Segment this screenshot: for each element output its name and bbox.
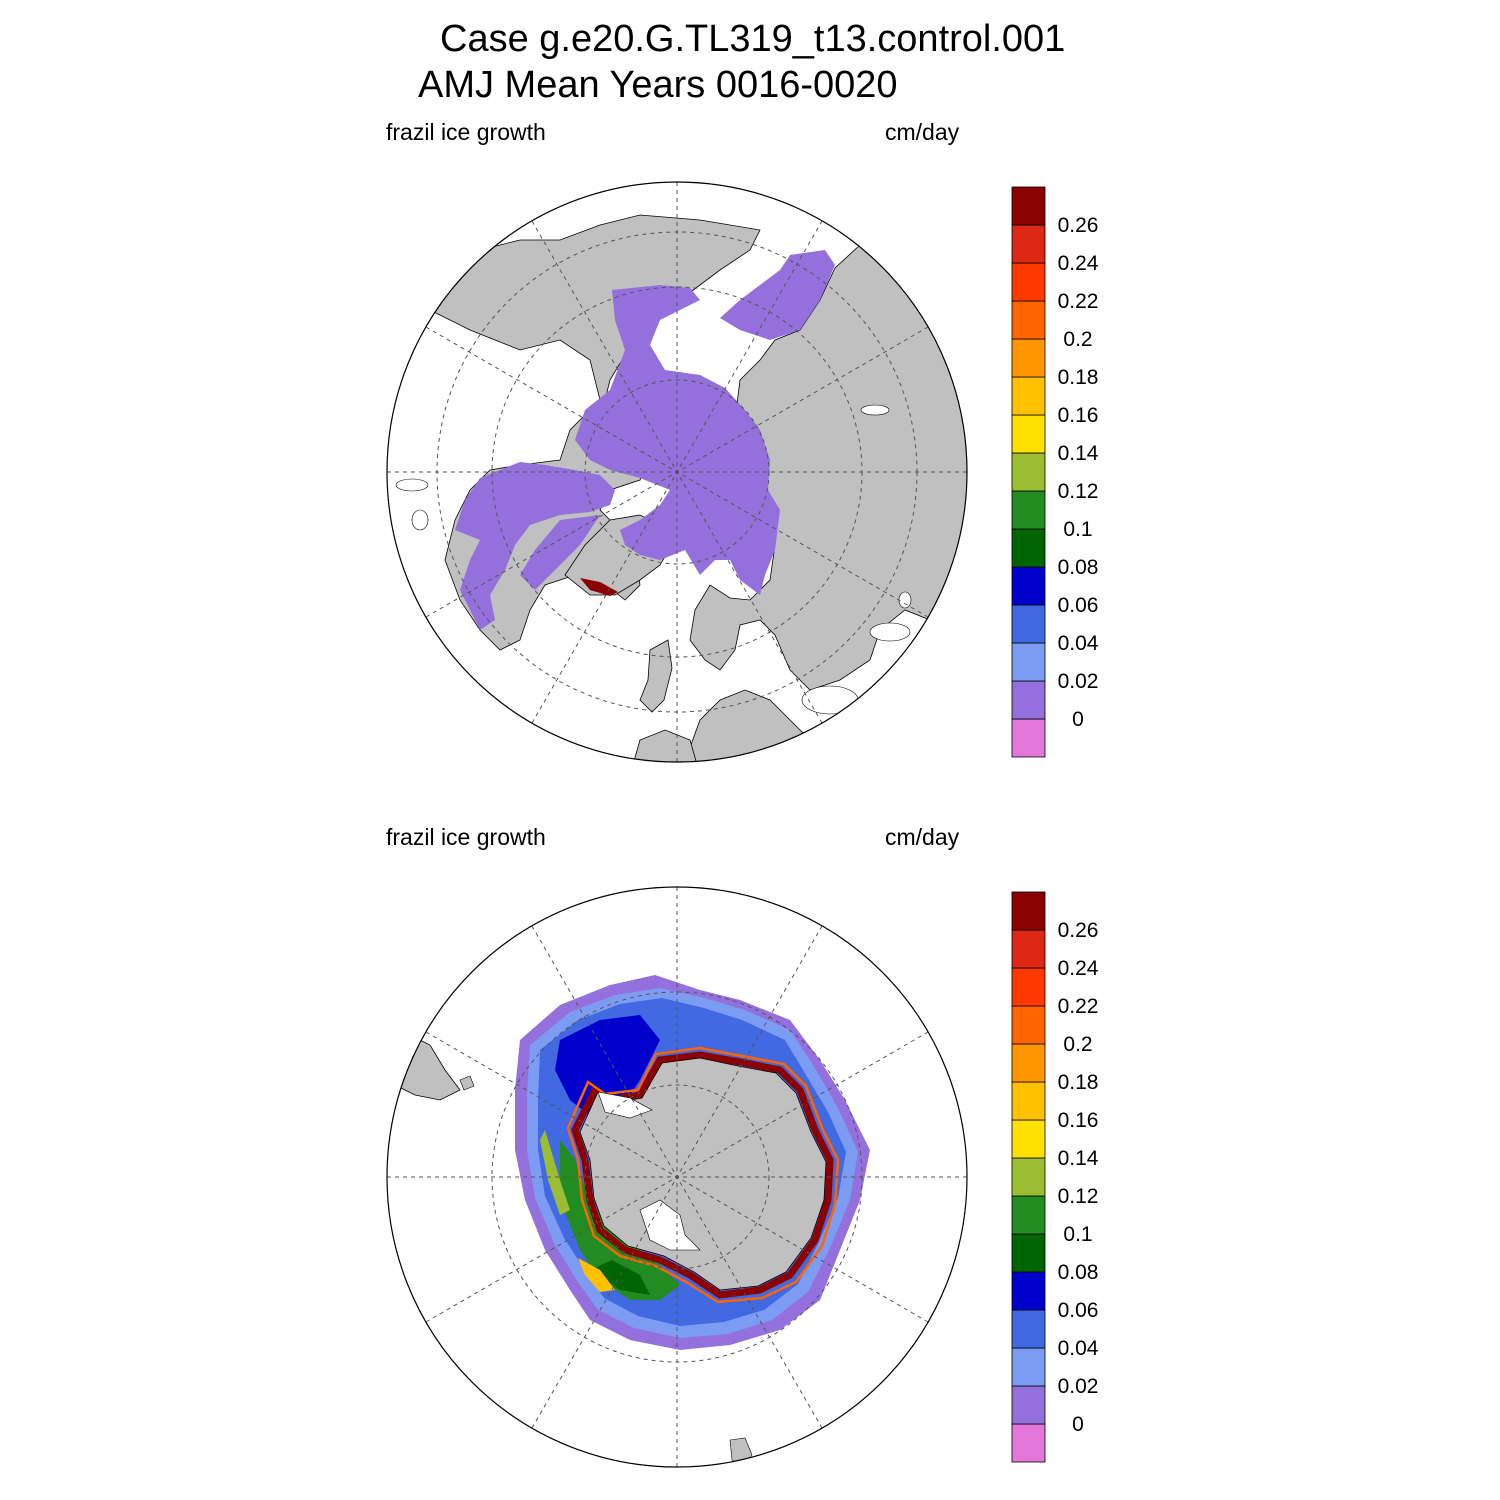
north-colorbar-label: 0.12 — [1058, 480, 1099, 503]
south-coastal-ring — [571, 1051, 834, 1299]
north-colorbar-label: 0.14 — [1058, 442, 1099, 465]
south-ross-ice-shelf — [639, 1199, 701, 1251]
south-coastal-ring-orange — [566, 1046, 840, 1304]
south-colorbar-swatch — [1011, 1385, 1046, 1425]
north-colorbar-swatch — [1011, 452, 1046, 492]
north-colorbar-swatch — [1011, 528, 1046, 568]
south-colorbar: 0 0.02 0.04 0.06 0.08 0.1 0.12 0.14 0.16 0.18 0.2 0… — [1011, 891, 1099, 1463]
north-colorbar-swatch — [1011, 300, 1046, 340]
south-colorbar-label: 0.22 — [1058, 995, 1099, 1018]
north-colorbar-label: 0.1 — [1063, 518, 1092, 541]
north-graticule — [387, 182, 967, 762]
north-sea-ice-baffin-hudson — [455, 462, 615, 630]
south-colorbar-swatch — [1011, 1195, 1046, 1235]
north-colorbar-swatch — [1011, 338, 1046, 378]
south-sea-ice-ross-dark — [590, 1260, 650, 1295]
south-colorbar-label: 0 — [1072, 1413, 1084, 1436]
north-colorbar-swatch — [1011, 376, 1046, 416]
south-variable-label: frazil ice growth — [386, 824, 546, 850]
south-colorbar-swatch — [1011, 891, 1046, 931]
north-map-border — [386, 181, 968, 763]
north-colorbar-swatch — [1011, 186, 1046, 226]
north-colorbar-label: 0.18 — [1058, 366, 1099, 389]
north-sea-ice-labrador — [520, 515, 600, 590]
south-land-falklands — [459, 1075, 475, 1091]
north-colorbar-label: 0.04 — [1058, 632, 1099, 655]
south-colorbar-label: 0.1 — [1063, 1223, 1092, 1246]
south-colorbar-swatch — [1011, 1157, 1046, 1197]
north-colorbar-label: 0 — [1072, 708, 1084, 731]
south-colorbar-swatch — [1011, 1081, 1046, 1121]
north-colorbar-label: 0.16 — [1058, 404, 1099, 427]
north-colorbar-swatch — [1011, 680, 1046, 720]
north-colorbar-label: 0.26 — [1058, 214, 1099, 237]
south-sea-ice-amundsen-olive — [540, 1130, 570, 1215]
north-colorbar-label: 0.22 — [1058, 290, 1099, 313]
north-colorbar-label: 0.06 — [1058, 594, 1099, 617]
south-colorbar-label: 0.06 — [1058, 1299, 1099, 1322]
north-colorbar-label: 0.24 — [1058, 252, 1099, 275]
north-colorbar-swatch — [1011, 490, 1046, 530]
south-colorbar-label: 0.14 — [1058, 1147, 1099, 1170]
south-colorbar-label: 0.08 — [1058, 1261, 1099, 1284]
north-colorbar-swatch — [1011, 566, 1046, 606]
north-colorbar-label: 0.02 — [1058, 670, 1099, 693]
north-sea-ice-okhotsk — [720, 250, 835, 340]
south-colorbar-swatch — [1011, 1309, 1046, 1349]
south-colorbar-swatch — [1011, 929, 1046, 969]
south-colorbar-swatch — [1011, 1119, 1046, 1159]
north-colorbar: 0 0.02 0.04 0.06 0.08 0.1 0.12 0.14 0.16 0.18 0.2 0… — [1011, 186, 1099, 758]
south-colorbar-swatch — [1011, 1005, 1046, 1045]
south-colorbar-label: 0.2 — [1063, 1033, 1092, 1056]
north-colorbar-swatch — [1011, 604, 1046, 644]
north-variable-label: frazil ice growth — [386, 119, 546, 145]
north-units-label: cm/day — [885, 119, 960, 145]
south-colorbar-label: 0.04 — [1058, 1337, 1099, 1360]
south-colorbar-label: 0.26 — [1058, 919, 1099, 942]
south-colorbar-label: 0.02 — [1058, 1375, 1099, 1398]
south-colorbar-swatch — [1011, 1271, 1046, 1311]
south-colorbar-label: 0.12 — [1058, 1185, 1099, 1208]
north-colorbar-swatch — [1011, 414, 1046, 454]
north-polar-map — [386, 181, 968, 763]
north-colorbar-swatch — [1011, 718, 1046, 758]
south-colorbar-swatch — [1011, 1233, 1046, 1273]
south-colorbar-swatch — [1011, 967, 1046, 1007]
south-map-border — [386, 886, 968, 1468]
north-land-eurasia — [689, 229, 967, 691]
title-line-2: AMJ Mean Years 0016-0020 — [418, 64, 898, 106]
south-graticule — [387, 887, 967, 1467]
south-colorbar-label: 0.24 — [1058, 957, 1099, 980]
north-colorbar-label: 0.2 — [1063, 328, 1092, 351]
south-sea-ice-ross-yellow — [578, 1258, 615, 1292]
south-polar-map — [386, 886, 968, 1468]
south-sea-ice-weddell-dark — [555, 1015, 660, 1120]
title-line-1: Case g.e20.G.TL319_t13.control.001 — [440, 18, 1066, 60]
south-colorbar-label: 0.16 — [1058, 1109, 1099, 1132]
north-colorbar-label: 0.08 — [1058, 556, 1099, 579]
north-colorbar-swatch — [1011, 224, 1046, 264]
south-colorbar-label: 0.18 — [1058, 1071, 1099, 1094]
south-colorbar-swatch — [1011, 1423, 1046, 1463]
north-colorbar-swatch — [1011, 262, 1046, 302]
north-land-britain — [639, 639, 673, 713]
south-units-label: cm/day — [885, 824, 960, 850]
south-colorbar-swatch — [1011, 1347, 1046, 1387]
north-land-north-america — [387, 214, 761, 651]
south-colorbar-swatch — [1011, 1043, 1046, 1083]
north-colorbar-swatch — [1011, 642, 1046, 682]
